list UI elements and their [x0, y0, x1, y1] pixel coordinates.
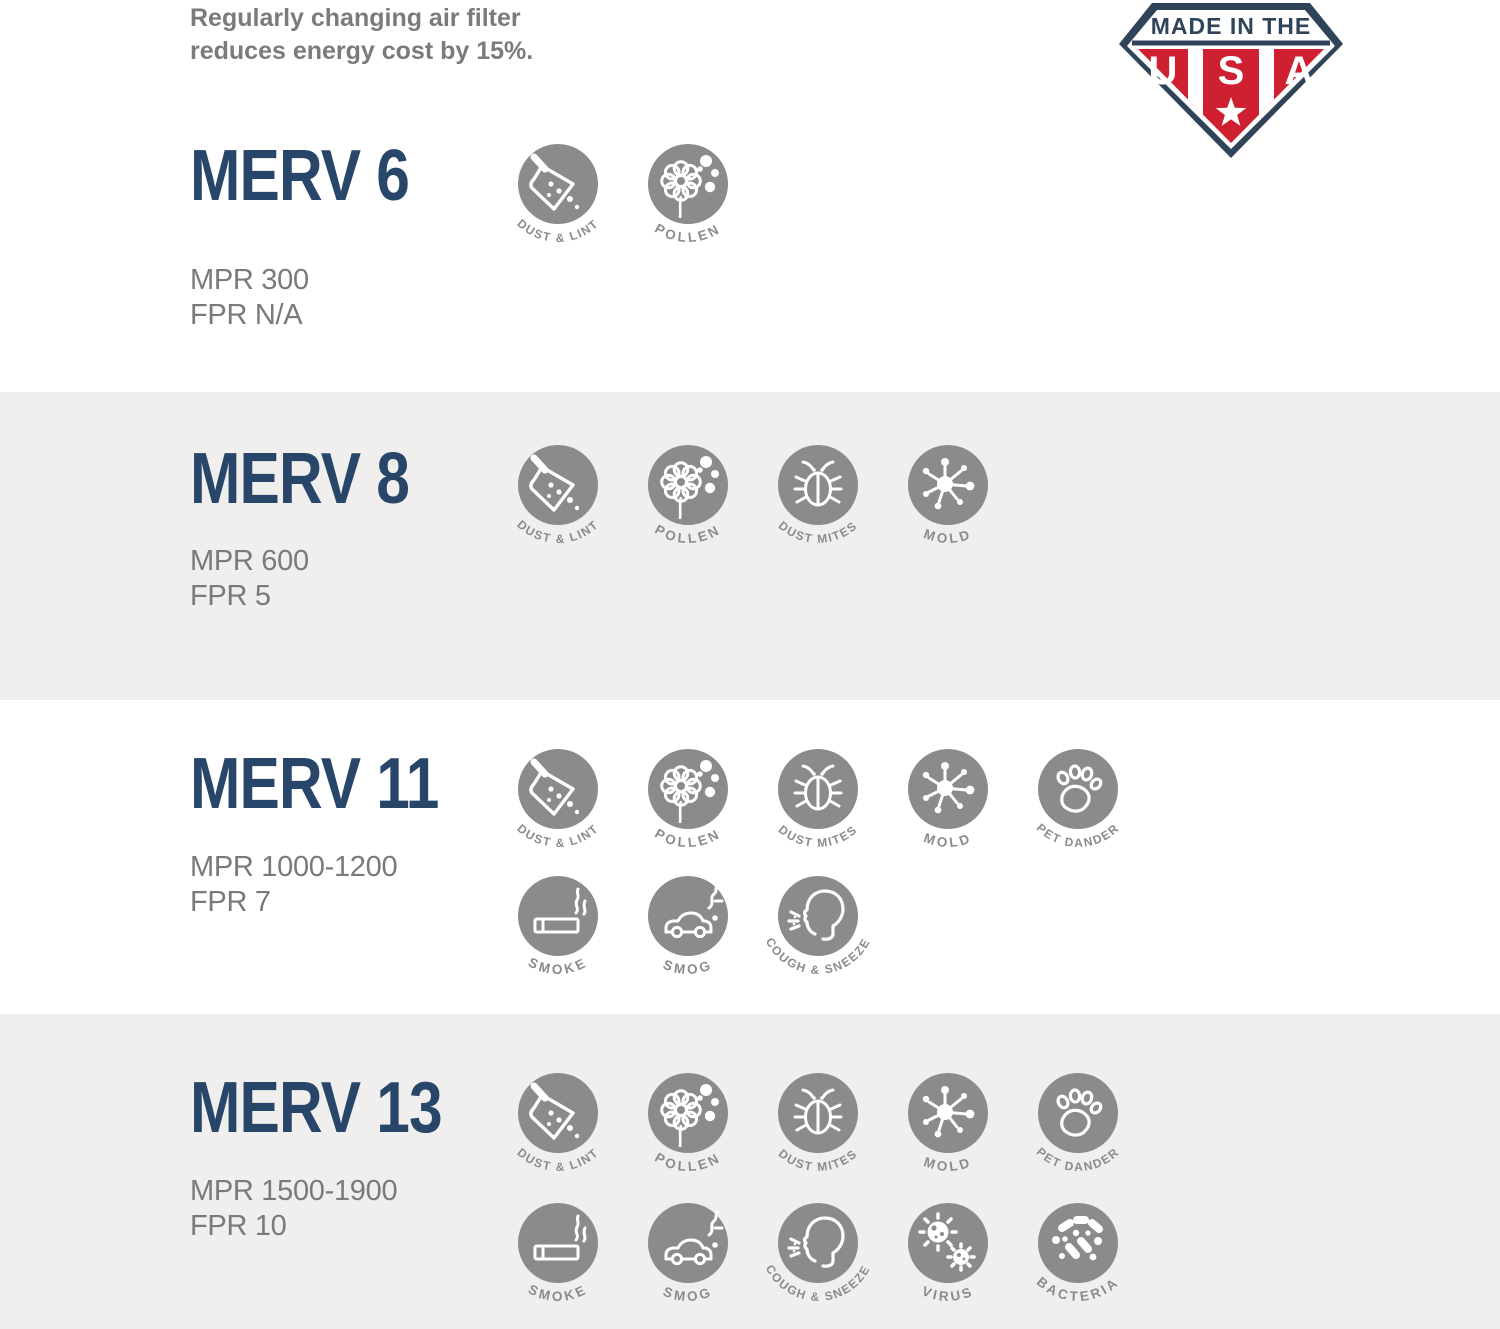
dust-lint-icon: DUST & LINT — [493, 1065, 623, 1195]
smog-icon: SMOG — [623, 1195, 753, 1325]
merv-6-fpr: FPR N/A — [190, 299, 303, 331]
section-merv-6: MERV 6 MPR 300 FPR N/A DUST & LINT POLLEN — [0, 0, 1500, 392]
dust-lint-icon: DUST & LINT — [493, 136, 623, 266]
merv-8-fpr: FPR 5 — [190, 580, 271, 612]
mold-icon: MOLD — [883, 1065, 1013, 1195]
merv-11-heading: MERV 11 — [190, 744, 439, 824]
cough-sneeze-icon: COUGH & SNEEZE — [753, 1195, 883, 1325]
mold-icon: MOLD — [883, 741, 1013, 871]
pet-dander-icon: PET DANDER — [1013, 741, 1143, 871]
icon-row: DUST & LINT POLLEN — [493, 136, 753, 266]
cough-sneeze-icon: COUGH & SNEEZE — [753, 868, 883, 998]
badge-star — [1215, 97, 1247, 126]
badge-letter-a: A — [1285, 49, 1314, 93]
icon-row: DUST & LINT POLLEN DUST MITES MOLD PET DANDE… — [493, 1065, 1143, 1195]
dust-mites-icon: DUST MITES — [753, 437, 883, 567]
merv-11-specs: MPR 1000-1200 FPR 7 — [190, 850, 398, 920]
merv-8-heading: MERV 8 — [190, 439, 410, 519]
icon-row: SMOKE SMOG COUGH & SNEEZE VIRUS BACTERIA — [493, 1195, 1143, 1325]
icon-row: DUST & LINT POLLEN DUST MITES MOLD — [493, 437, 1013, 567]
pollen-icon: POLLEN — [623, 1065, 753, 1195]
svg-text:SMOG: SMOG — [661, 957, 715, 977]
svg-text:POLLEN: POLLEN — [652, 221, 723, 245]
section-merv-8: MERV 8 MPR 600 FPR 5 DUST & LINT POLLEN DU… — [0, 392, 1500, 700]
energy-note: Regularly changing air filter reduces en… — [190, 4, 534, 65]
section-merv-11: MERV 11 MPR 1000-1200 FPR 7 DUST & LINT P… — [0, 700, 1500, 1014]
svg-text:SMOKE: SMOKE — [526, 1282, 590, 1304]
merv-11-mpr: MPR 1000-1200 — [190, 851, 398, 883]
svg-text:SMOG: SMOG — [661, 1284, 715, 1304]
svg-text:SMOKE: SMOKE — [526, 955, 590, 977]
dust-lint-icon: DUST & LINT — [493, 437, 623, 567]
merv-13-mpr: MPR 1500-1900 — [190, 1175, 398, 1207]
svg-text:MOLD: MOLD — [922, 830, 974, 850]
merv-13-fpr: FPR 10 — [190, 1210, 287, 1242]
virus-icon: VIRUS — [883, 1195, 1013, 1325]
bacteria-icon: BACTERIA — [1013, 1195, 1143, 1325]
merv-13-specs: MPR 1500-1900 FPR 10 — [190, 1174, 398, 1244]
svg-text:MOLD: MOLD — [922, 526, 974, 546]
badge-letter-u: U — [1149, 49, 1178, 93]
svg-text:VIRUS: VIRUS — [920, 1283, 977, 1304]
merv-6-heading: MERV 6 — [190, 136, 410, 216]
made-in-usa-badge: MADE IN THE U S A — [1119, 3, 1343, 158]
smoke-icon: SMOKE — [493, 868, 623, 998]
svg-text:POLLEN: POLLEN — [652, 826, 723, 850]
pollen-icon: POLLEN — [623, 741, 753, 871]
section-merv-13: MERV 13 MPR 1500-1900 FPR 10 DUST & LINT… — [0, 1014, 1500, 1329]
merv-6-specs: MPR 300 FPR N/A — [190, 263, 309, 333]
band-merv-13-bg — [0, 1014, 1500, 1329]
dust-mites-icon: DUST MITES — [753, 1065, 883, 1195]
merv-8-mpr: MPR 600 — [190, 545, 309, 577]
svg-text:POLLEN: POLLEN — [652, 522, 723, 546]
merv-11-fpr: FPR 7 — [190, 886, 271, 918]
pet-dander-icon: PET DANDER — [1013, 1065, 1143, 1195]
dust-lint-icon: DUST & LINT — [493, 741, 623, 871]
svg-text:MOLD: MOLD — [922, 1154, 974, 1174]
merv-6-mpr: MPR 300 — [190, 264, 309, 296]
mold-icon: MOLD — [883, 437, 1013, 567]
merv-8-specs: MPR 600 FPR 5 — [190, 544, 309, 614]
dust-mites-icon: DUST MITES — [753, 741, 883, 871]
badge-letter-s: S — [1218, 49, 1245, 93]
badge-banner-text: MADE IN THE — [1151, 13, 1312, 39]
pollen-icon: POLLEN — [623, 437, 753, 567]
merv-13-heading: MERV 13 — [190, 1068, 443, 1148]
pollen-icon: POLLEN — [623, 136, 753, 266]
icon-row: SMOKE SMOG COUGH & SNEEZE — [493, 868, 883, 998]
smoke-icon: SMOKE — [493, 1195, 623, 1325]
smog-icon: SMOG — [623, 868, 753, 998]
band-merv-8-bg — [0, 392, 1500, 700]
svg-text:POLLEN: POLLEN — [652, 1150, 723, 1174]
icon-row: DUST & LINT POLLEN DUST MITES MOLD PET DANDE… — [493, 741, 1143, 871]
